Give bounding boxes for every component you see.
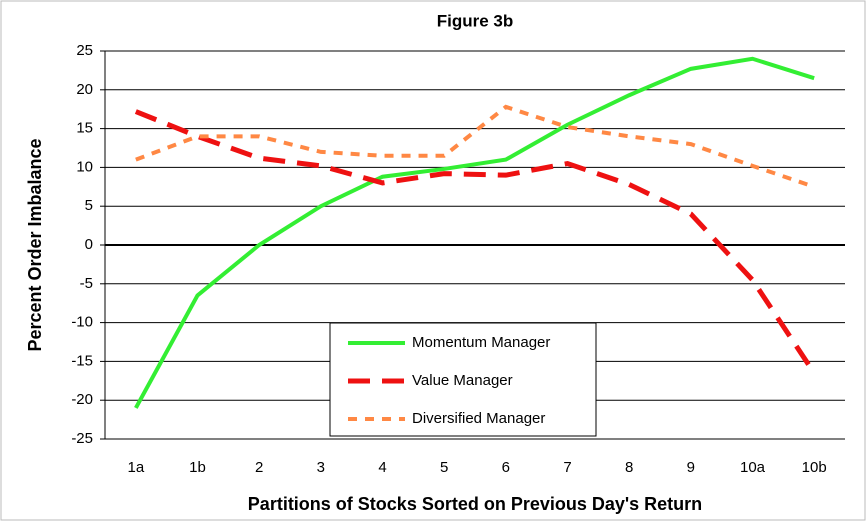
legend-label: Momentum Manager [412,334,550,351]
x-tick-label: 5 [440,459,448,476]
x-tick-label: 3 [317,459,325,476]
y-tick-label: 20 [76,81,93,98]
x-tick-label: 1b [189,459,206,476]
chart-title: Figure 3b [437,11,514,30]
y-tick-label: 15 [76,120,93,137]
legend: Momentum Manager Value Manager Diversified… [329,322,597,437]
y-axis-label: Percent Order Imbalance [25,138,45,351]
x-tick-label: 7 [563,459,571,476]
y-tick-label: -5 [80,275,93,292]
x-tick-label: 10b [802,459,827,476]
y-tick-label: -10 [71,314,93,331]
line-series [134,109,817,375]
y-tick-label: 10 [76,158,93,175]
x-tick-label: 9 [687,459,695,476]
legend-label: Value Manager [412,372,513,389]
legend-label: Diversified Manager [412,410,545,427]
y-tick-label: 5 [85,197,93,214]
y-tick-label: -20 [71,391,93,408]
x-tick-label: 2 [255,459,263,476]
y-tick-label: -15 [71,352,93,369]
x-tick-label: 10a [740,459,766,476]
y-tick-label: 25 [76,42,93,59]
line-series [134,56,815,409]
x-tick-label: 1a [127,459,144,476]
x-tick-label: 6 [502,459,510,476]
y-tick-label: 0 [85,236,93,253]
x-tick-label: 4 [378,459,386,476]
x-tick-label: 8 [625,459,633,476]
y-tick-label: -25 [71,430,93,447]
x-axis-label: Partitions of Stocks Sorted on Previous … [248,494,702,514]
